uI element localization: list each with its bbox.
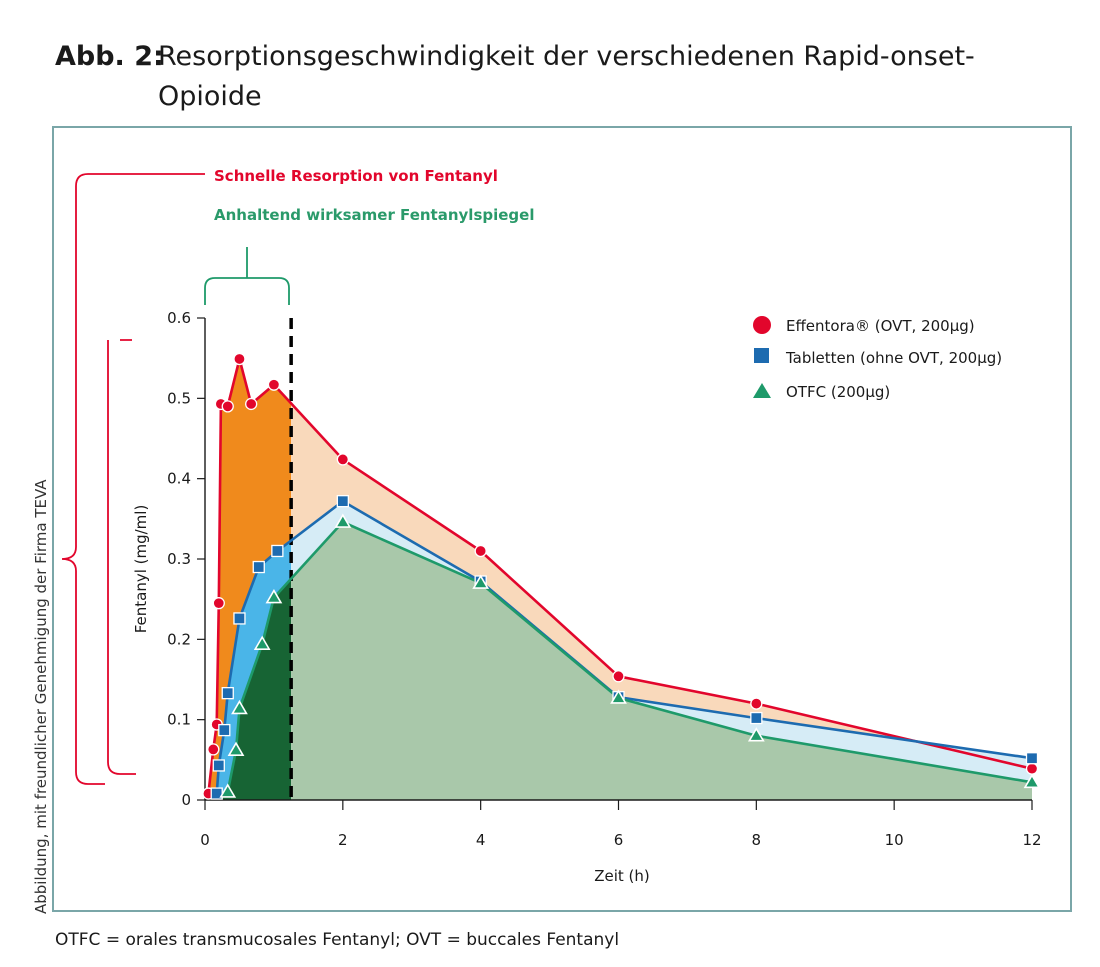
effentora-point [245, 397, 258, 411]
otfc-point [265, 588, 283, 604]
effentora-point [612, 670, 625, 683]
effentora-point [207, 743, 220, 756]
fill-late-effentora [291, 403, 1033, 769]
legend-circle-icon [753, 316, 771, 334]
y-tick-label: 0.3 [167, 550, 191, 568]
otfc-point [253, 635, 271, 650]
effentora-point [212, 597, 225, 610]
bracket-sustained-level [204, 247, 290, 305]
annotation-fast-resorption: Schnelle Resorption von Fentanyl [214, 167, 498, 185]
otfc-point [227, 741, 245, 756]
y-tick-label: 0.1 [167, 711, 191, 729]
series-line-0 [207, 357, 1033, 794]
fill-early-otfc [205, 578, 292, 800]
x-axis-label: Zeit (h) [594, 867, 650, 885]
tabletten-point [212, 759, 225, 772]
chart-markers [202, 352, 1041, 800]
otfc-point [472, 574, 490, 589]
tabletten-point [218, 723, 231, 737]
tabletten-point [233, 612, 246, 625]
otfc-point [219, 783, 237, 798]
x-tick-label: 6 [614, 831, 624, 849]
tabletten-point [1025, 752, 1039, 765]
legend-square-icon [754, 348, 769, 363]
y-tick-label: 0.4 [167, 470, 191, 488]
bracket-effentora-range [107, 339, 136, 775]
legend-triangle-icon [753, 383, 771, 398]
x-tick-label: 2 [338, 831, 348, 849]
tabletten-point [271, 544, 284, 558]
y-tick-label: 0 [181, 791, 191, 809]
figure-title-line-2: Opioide [158, 81, 262, 112]
legend-label-otfc: OTFC (200µg) [786, 383, 890, 401]
figure-footnote: OTFC = orales transmucosales Fentanyl; O… [55, 930, 620, 950]
y-axis-label: Fentanyl (mg/ml) [132, 505, 150, 634]
legend-label-effentora: Effentora® (OVT, 200µg) [786, 317, 975, 335]
annotation-sustained-level: Anhaltend wirksamer Fentanylspiegel [214, 206, 534, 224]
chart-legend: Effentora® (OVT, 200µg) Tabletten (ohne … [753, 316, 1002, 401]
x-tick-label: 4 [476, 831, 486, 849]
x-tick-label: 10 [885, 831, 904, 849]
figure-label: Abb. 2: [55, 41, 164, 72]
otfc-point [334, 513, 352, 528]
x-tick-label: 8 [752, 831, 762, 849]
fill-late-otfc [291, 522, 1033, 800]
chart-brackets [61, 173, 290, 785]
effentora-point [336, 453, 349, 466]
series-line-2 [226, 520, 1033, 793]
otfc-point [610, 689, 627, 704]
effentora-point [474, 544, 487, 558]
bracket-fast-resorption [61, 173, 205, 785]
y-tick-label: 0.2 [167, 630, 191, 648]
tabletten-point [750, 711, 763, 725]
tabletten-point [336, 495, 349, 508]
tabletten-point [252, 560, 265, 574]
y-tick-label: 0.6 [167, 309, 191, 327]
chart-axes: 0 2 4 6 8 10 12 0 0.1 0.2 0.3 0.4 0.5 0.6 [167, 309, 1041, 849]
tabletten-point [221, 687, 234, 700]
otfc-point [231, 699, 248, 715]
legend-label-tabletten: Tabletten (ohne OVT, 200µg) [785, 349, 1002, 367]
x-tick-label: 12 [1022, 831, 1041, 849]
figure-title-line-1: Resorptionsgeschwindigkeit der verschied… [158, 41, 975, 72]
y-tick-label: 0.5 [167, 389, 191, 407]
effentora-point [750, 697, 763, 710]
chart-frame [52, 126, 1072, 912]
otfc-point [747, 727, 765, 742]
effentora-point [233, 352, 246, 366]
effentora-point [221, 400, 234, 413]
fill-late-tabletten [291, 501, 1033, 783]
otfc-point [1023, 773, 1041, 789]
effentora-point [1025, 762, 1039, 775]
chart-area-fills [205, 359, 1033, 800]
effentora-point [267, 378, 281, 391]
x-tick-label: 0 [200, 831, 210, 849]
